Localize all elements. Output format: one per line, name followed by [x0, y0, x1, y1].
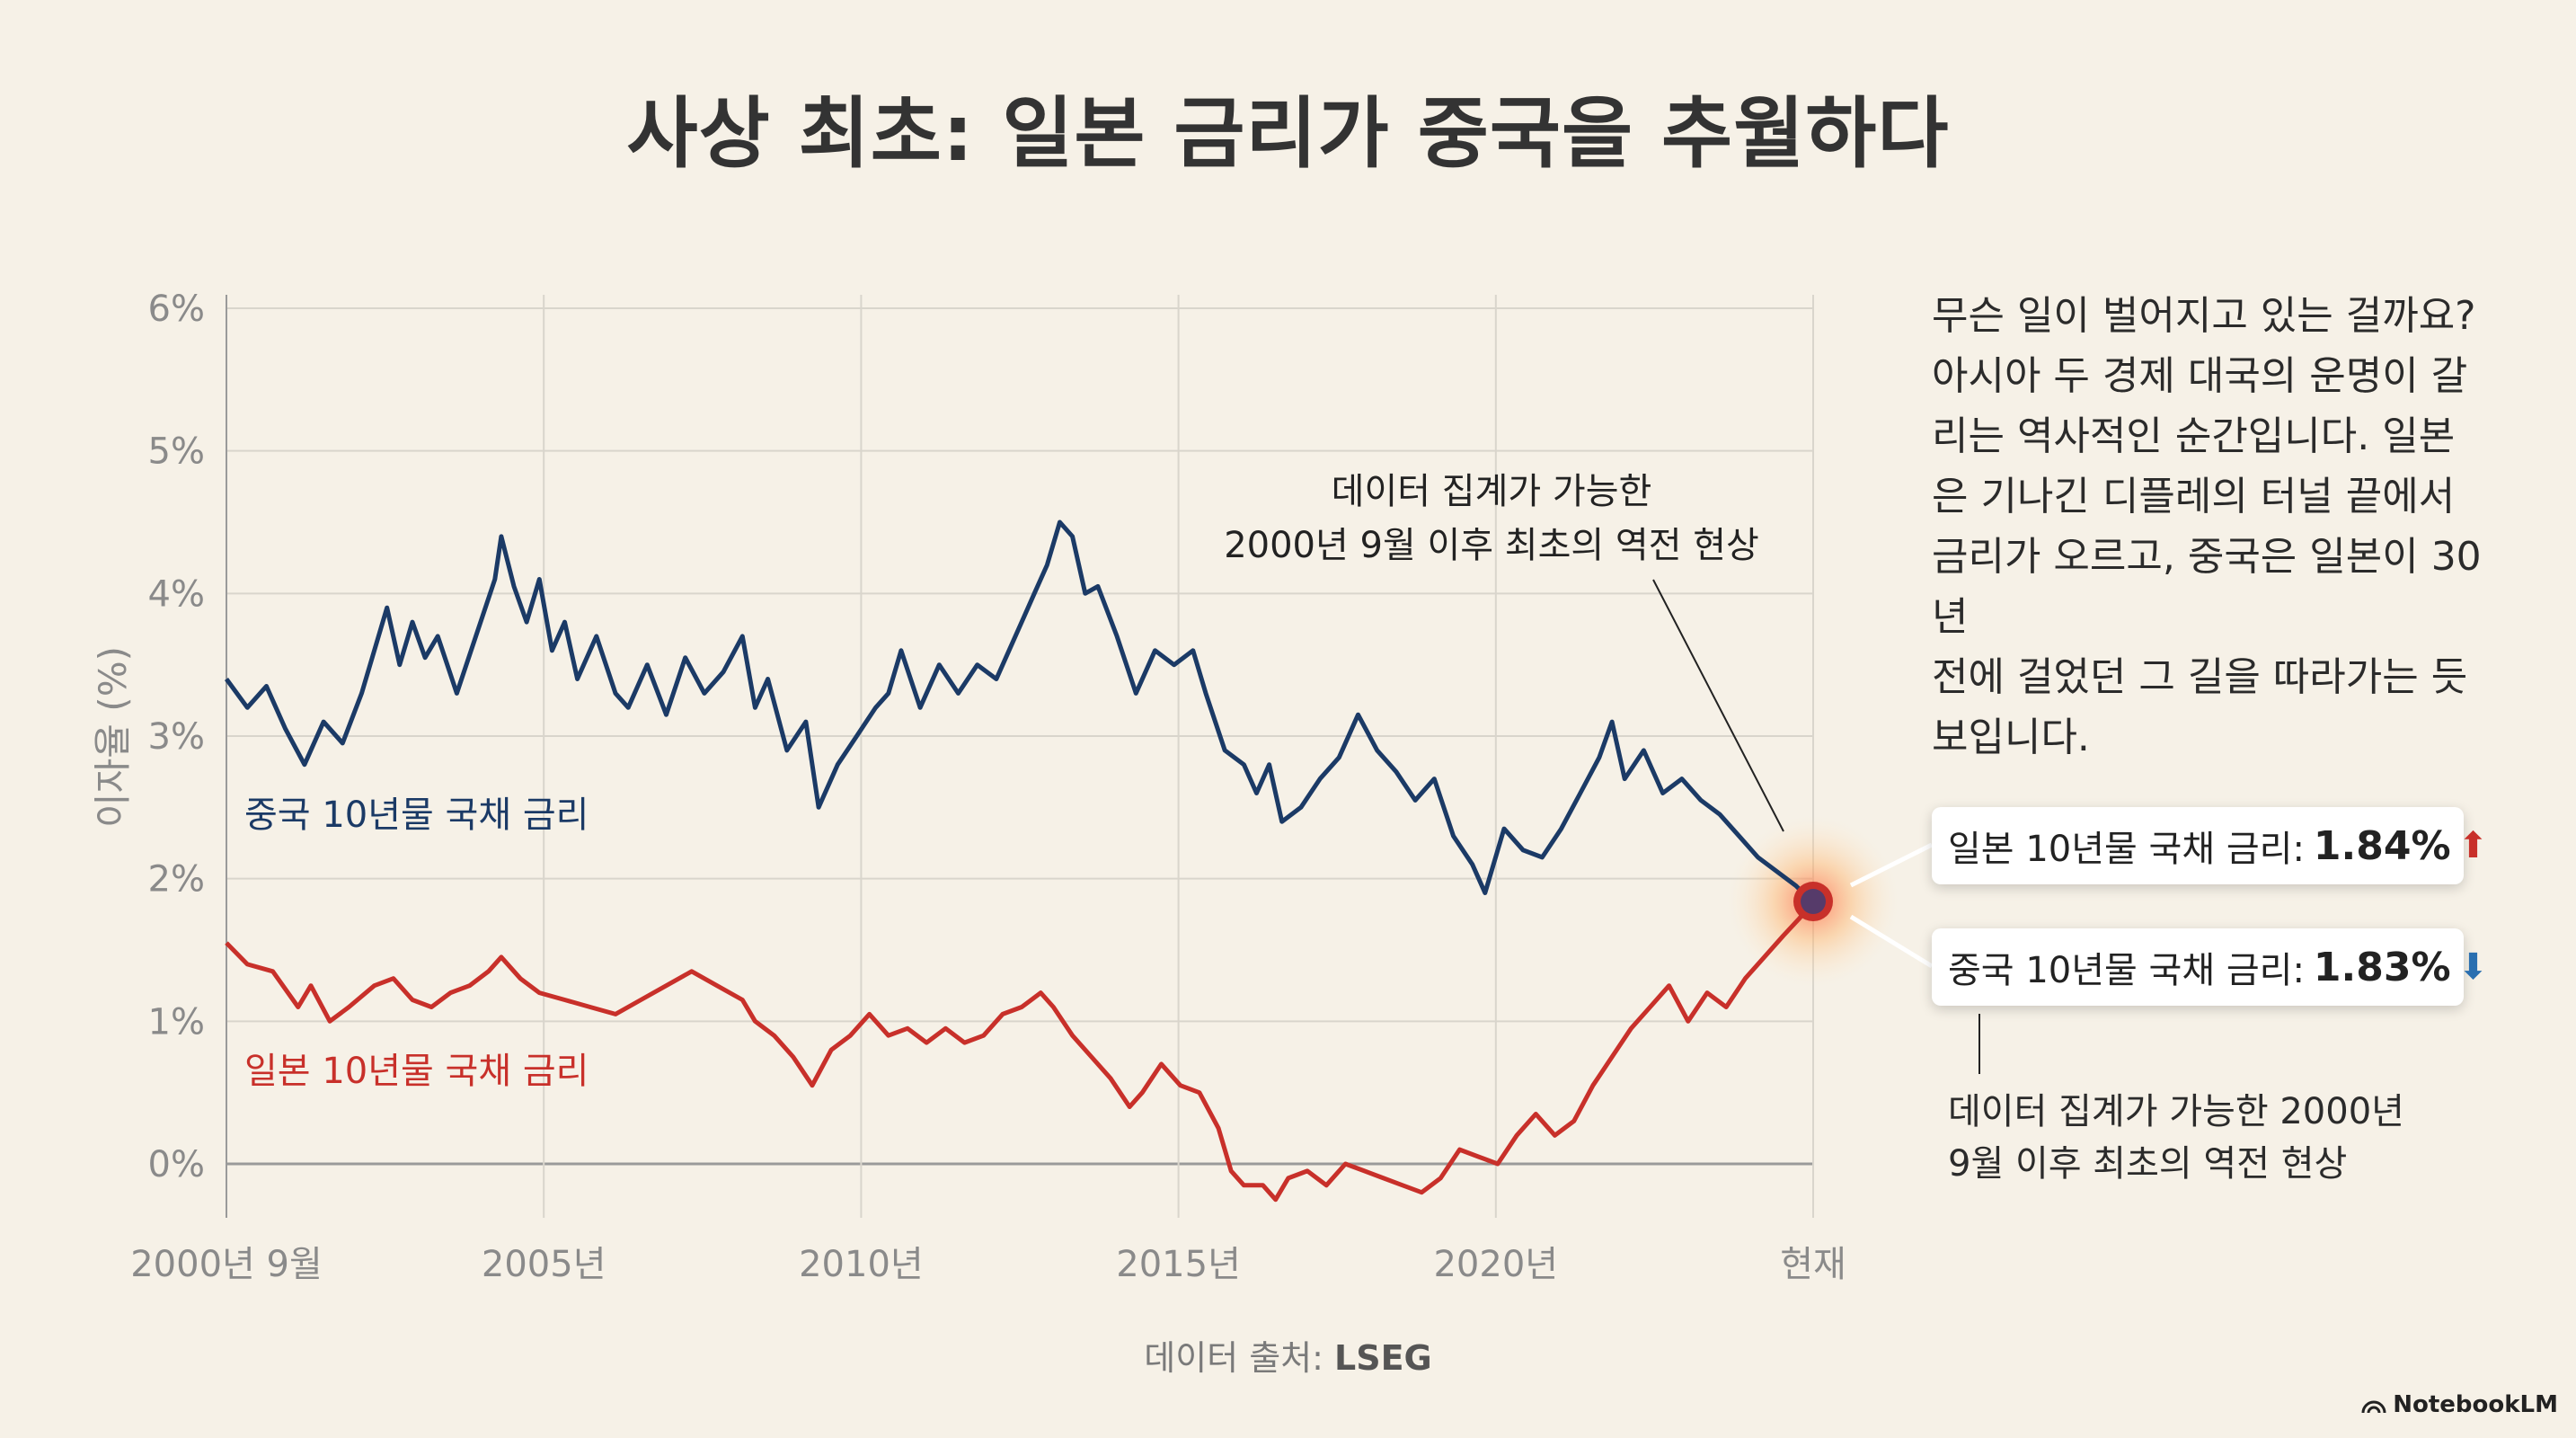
annotation-line-2: 2000년 9월 이후 최초의 역전 현상 [1224, 525, 1759, 566]
y-tick-label: 6% [148, 288, 205, 330]
crossover-point-inner [1801, 889, 1826, 915]
x-tick-label: 현재 [1780, 1244, 1846, 1285]
china-yield-line [224, 519, 1815, 905]
description-line: 보입니다. [1932, 715, 2090, 760]
bottom-note-line: 데이터 집계가 가능한 2000년 [1948, 1091, 2404, 1132]
japan-callout-value: 1.84% [2313, 822, 2451, 869]
japan-series-label: 일본 10년물 국채 금리 [244, 1051, 589, 1092]
bottom-note-line: 9월 이후 최초의 역전 현상 [1948, 1143, 2348, 1185]
notebooklm-icon [2361, 1400, 2386, 1414]
y-tick-label: 5% [148, 431, 205, 473]
x-tick-label: 2005년 [482, 1244, 606, 1285]
y-tick-label: 2% [148, 859, 205, 901]
china-series-label: 중국 10년물 국채 금리 [244, 794, 589, 836]
description-line: 은 기나긴 디플레의 터널 끝에서 [1932, 474, 2456, 519]
japan-callout-label: 일본 10년물 국채 금리: [1948, 829, 2305, 870]
x-tick-label: 2010년 [799, 1244, 924, 1285]
bottom-note: 데이터 집계가 가능한 2000년 9월 이후 최초의 역전 현상 [1948, 1086, 2451, 1190]
source-note: 데이터 출처: LSEG [0, 1330, 2576, 1380]
description-line: 아시아 두 경제 대국의 운명이 갈 [1932, 353, 2468, 399]
brand-logo: NotebookLM [2360, 1391, 2558, 1418]
arrow-up-icon: ⬆ [2457, 825, 2489, 866]
china-callout-leader [1849, 914, 1934, 969]
x-tick-label: 2015년 [1116, 1244, 1241, 1285]
y-axis-label: 이자율 (%) [91, 646, 135, 828]
y-tick-label: 0% [148, 1144, 205, 1185]
y-tick-label: 1% [148, 1001, 205, 1043]
x-tick-label: 2000년 9월 [130, 1244, 323, 1285]
source-name: LSEG [1334, 1338, 1432, 1378]
china-rate-callout: 중국 10년물 국채 금리: 1.83% ⬇ [1932, 928, 2488, 1006]
y-tick-label: 4% [148, 573, 205, 615]
x-tick-label: 2020년 [1433, 1244, 1558, 1285]
page-title: 사상 최초: 일본 금리가 중국을 추월하다 [626, 89, 1950, 179]
arrow-down-icon: ⬇ [2457, 946, 2489, 988]
source-prefix: 데이터 출처: [1144, 1338, 1323, 1378]
annotation-line-1: 데이터 집계가 가능한 [1332, 471, 1652, 512]
description-line: 무슨 일이 벌어지고 있는 걸까요? [1932, 293, 2476, 339]
japan-callout-leader [1849, 842, 1934, 888]
japan-yield-line [225, 900, 1815, 1203]
description-panel: 무슨 일이 벌어지고 있는 걸까요? 아시아 두 경제 대국의 운명이 갈 리는… [1932, 286, 2507, 768]
description-line: 리는 역사적인 순간입니다. 일본 [1932, 413, 2456, 459]
description-line: 금리가 오르고, 중국은 일본이 30년 [1932, 534, 2482, 640]
brand-name: NotebookLM [2393, 1391, 2558, 1418]
japan-rate-callout: 일본 10년물 국채 금리: 1.84% ⬆ [1932, 807, 2488, 884]
annotation-leader [1652, 579, 1784, 832]
y-tick-label: 3% [148, 716, 205, 758]
description-line: 전에 걸었던 그 길을 따라가는 듯 [1932, 654, 2468, 700]
china-callout-value: 1.83% [2313, 944, 2451, 990]
china-callout-label: 중국 10년물 국채 금리: [1948, 950, 2305, 991]
